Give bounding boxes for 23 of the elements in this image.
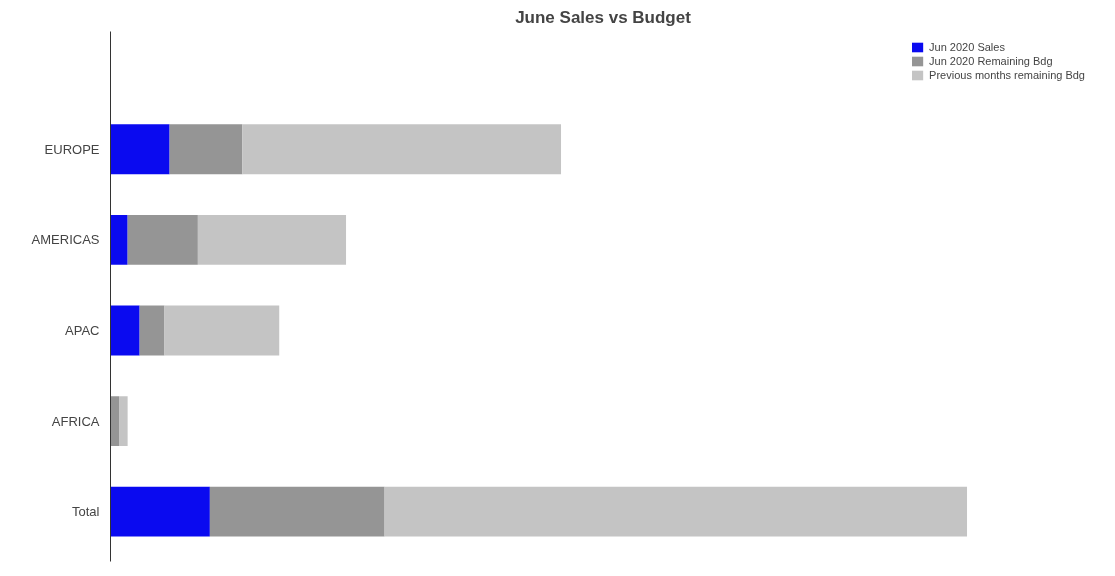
bar [110, 124, 170, 175]
bar [242, 124, 562, 175]
bar [139, 305, 165, 356]
bar [384, 486, 968, 537]
bar [169, 124, 243, 175]
bar [197, 214, 347, 265]
bar [110, 486, 210, 537]
y-tick-label: APAC [65, 322, 100, 338]
bar [110, 396, 120, 446]
bar [119, 396, 128, 446]
y-tick-label: AMERICAS [31, 232, 100, 248]
bar [110, 305, 140, 356]
legend-label: Previous months remaining Bdg [929, 69, 1085, 81]
bar [110, 214, 128, 265]
legend-label: Jun 2020 Remaining Bdg [929, 55, 1053, 67]
legend-label: Jun 2020 Sales [929, 41, 1005, 53]
bar [209, 486, 385, 537]
y-tick-label: Total [72, 504, 100, 520]
chart-title: June Sales vs Budget [515, 7, 692, 27]
bar [164, 305, 280, 356]
y-tick-label: EUROPE [44, 141, 100, 157]
bar [127, 214, 198, 265]
y-tick-label: AFRICA [51, 413, 100, 429]
